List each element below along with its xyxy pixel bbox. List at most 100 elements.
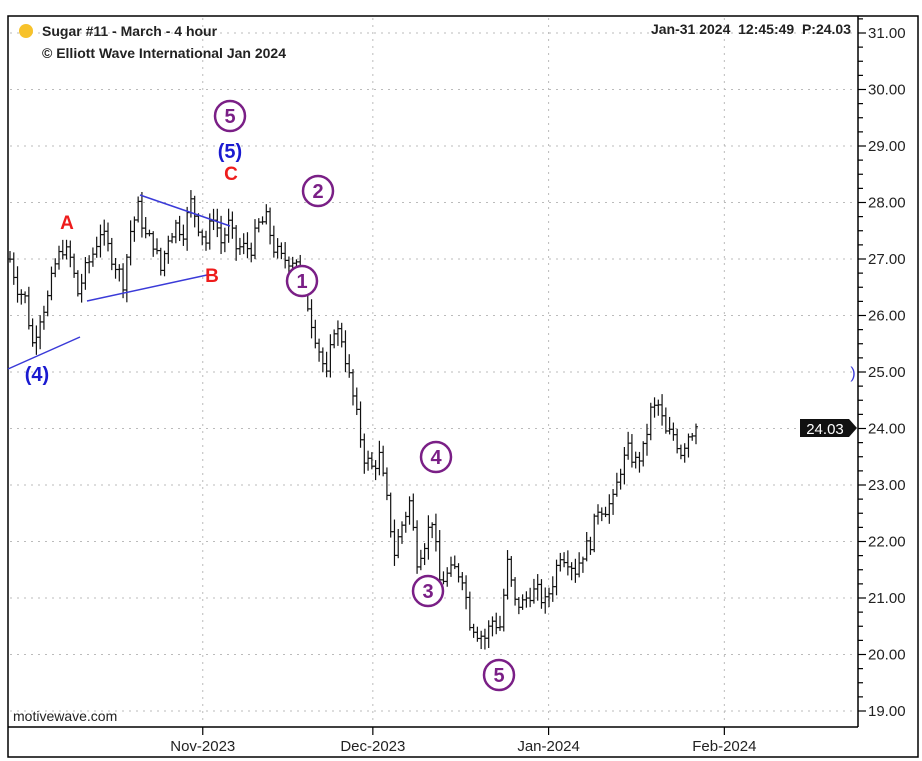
- ohlc-bar: [641, 441, 646, 467]
- y-tick-label: 26.00: [868, 308, 906, 325]
- ohlc-bar: [388, 492, 393, 538]
- chart-title: Sugar #11 - March - 4 hour: [42, 23, 218, 39]
- ohlc-bar: [660, 394, 665, 426]
- ohlc-bar: [320, 347, 325, 373]
- ohlc-bar: [505, 550, 510, 600]
- ohlc-bar: [72, 253, 77, 278]
- ohlc-bar: [328, 334, 333, 378]
- ohlc-bar: [535, 574, 540, 601]
- offscreen-label-fragment: ): [850, 365, 855, 382]
- ohlc-bar: [45, 290, 50, 317]
- ohlc-bar: [418, 549, 423, 571]
- ohlc-bar: [550, 576, 555, 602]
- ohlc-bar: [415, 520, 420, 574]
- ohlc-bar: [592, 513, 597, 553]
- svg-text:4: 4: [430, 447, 442, 469]
- ohlc-bar: [294, 259, 299, 267]
- triangle-upper-trendline: [139, 194, 231, 227]
- ohlc-bar: [366, 450, 371, 471]
- ohlc-bar: [158, 247, 163, 276]
- ohlc-bar: [392, 519, 397, 566]
- ohlc-bar: [675, 428, 680, 454]
- ohlc-bar: [614, 472, 619, 497]
- ohlc-bar: [30, 318, 35, 347]
- ohlc-bar: [260, 216, 265, 225]
- ohlc-bar: [407, 496, 412, 525]
- ohlc-bar: [422, 543, 427, 566]
- y-tick-label: 25.00: [868, 364, 906, 381]
- ohlc-bar: [498, 615, 502, 631]
- ohlc-bar: [264, 204, 269, 225]
- ohlc-bar: [584, 531, 589, 562]
- ohlc-bar: [543, 587, 548, 614]
- ohlc-bar: [200, 229, 205, 246]
- ohlc-bar: [90, 247, 95, 267]
- ohlc-bar: [339, 322, 344, 348]
- ohlc-bar: [648, 402, 653, 441]
- ohlc-bar: [573, 558, 578, 583]
- ohlc-bar: [652, 397, 657, 418]
- ohlc-bar: [170, 232, 175, 244]
- ohlc-bar: [667, 416, 672, 435]
- svg-text:1: 1: [296, 271, 307, 293]
- ohlc-bar: [98, 224, 103, 258]
- ohlc-bar: [441, 571, 446, 585]
- ohlc-bar: [618, 468, 623, 490]
- ohlc-bar: [136, 196, 141, 223]
- ohlc-bar: [456, 563, 461, 583]
- svg-text:5: 5: [493, 665, 504, 687]
- ohlc-bar: [622, 447, 627, 485]
- ohlc-bar: [253, 219, 257, 260]
- ohlc-bar: [554, 559, 559, 596]
- svg-text:3: 3: [422, 581, 433, 603]
- ohlc-bar: [94, 236, 99, 258]
- svg-text:5: 5: [224, 106, 235, 128]
- wave-circle-2: 2: [301, 174, 335, 208]
- ohlc-bar: [577, 552, 582, 578]
- x-axis: Nov-2023 Dec-2023 Jan-2024 Feb-2024: [170, 727, 756, 755]
- ohlc-bar: [396, 528, 401, 559]
- ohlc-bar: [558, 552, 563, 572]
- ohlc-bar: [479, 630, 484, 650]
- ohlc-bar: [26, 286, 31, 330]
- copyright-text: © Elliott Wave International Jan 2024: [42, 45, 286, 61]
- ohlc-bar: [49, 266, 54, 301]
- svg-text:24.03: 24.03: [806, 421, 844, 438]
- ohlc-bar: [332, 329, 337, 349]
- ohlc-bar: [509, 556, 514, 587]
- y-tick-label: 29.00: [868, 138, 906, 155]
- ohlc-bar: [656, 399, 661, 416]
- wave-circle-5-bottom: 5: [482, 658, 516, 692]
- svg-text:2: 2: [312, 181, 323, 203]
- ohlc-bar: [237, 237, 242, 255]
- y-tick-label: 28.00: [868, 195, 906, 212]
- ohlc-bar: [486, 620, 491, 649]
- ohlc-bar: [139, 191, 144, 238]
- y-tick-label: 19.00: [868, 703, 906, 720]
- ohlc-bar: [117, 264, 122, 282]
- ohlc-bar: [562, 552, 567, 568]
- ohlc-bar: [433, 513, 438, 552]
- ohlc-bar: [403, 511, 408, 533]
- ohlc-bar: [516, 597, 521, 615]
- ohlc-bar: [181, 224, 186, 246]
- ohlc-bar: [271, 225, 276, 258]
- ohlc-bar: [102, 219, 107, 246]
- ohlc-bar: [286, 256, 291, 274]
- ohlc-bar: [64, 239, 69, 260]
- ohlc-bar: [124, 254, 129, 303]
- x-tick-label: Feb-2024: [692, 738, 756, 755]
- gridlines: [10, 18, 856, 725]
- ohlc-bar: [335, 320, 340, 346]
- ohlc-bar: [234, 225, 239, 261]
- ohlc-bar: [173, 219, 178, 244]
- ohlc-bar: [494, 612, 499, 635]
- triangle-lower-trendline: [86, 274, 208, 302]
- y-tick-label: 20.00: [868, 647, 906, 664]
- ohlc-bar: [121, 263, 126, 299]
- timestamp-readout: Jan-31 2024 12:45:49 P:24.03: [651, 21, 851, 37]
- ohlc-bar: [482, 628, 487, 650]
- ohlc-bar: [569, 562, 574, 581]
- wave-label-a: A: [60, 213, 74, 234]
- chart-frame: [7, 15, 919, 758]
